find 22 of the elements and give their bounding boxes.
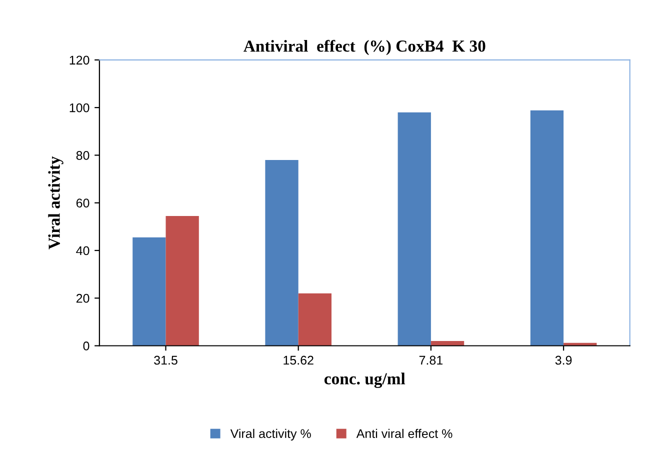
legend-label: Viral activity % (230, 428, 311, 441)
bar (132, 237, 166, 346)
y-tick-label: 120 (70, 56, 90, 65)
y-tick-label: 20 (76, 294, 90, 303)
x-tick-label: 15.62 (284, 356, 314, 365)
y-tick-label: 0 (83, 342, 90, 350)
chart-title: Antiviral effect (%) CoxB4 K 30 (244, 40, 486, 56)
bar (265, 160, 298, 346)
bar (530, 110, 564, 346)
y-tick-label: 80 (76, 151, 90, 160)
x-tick-label: 3.9 (555, 356, 572, 365)
y-axis-title: Viral activity (48, 156, 64, 250)
bar (298, 293, 332, 346)
legend-label: Anti viral effect % (356, 428, 452, 438)
y-tick-label: 60 (76, 198, 90, 208)
x-axis-title: conc. ug/ml (324, 372, 406, 388)
y-tick-label: 100 (70, 103, 90, 112)
x-tick-label: 31.5 (154, 356, 178, 365)
y-tick-label: 40 (76, 246, 90, 256)
bar (398, 112, 431, 346)
x-tick-label: 7.81 (419, 356, 443, 365)
bar (166, 216, 199, 346)
